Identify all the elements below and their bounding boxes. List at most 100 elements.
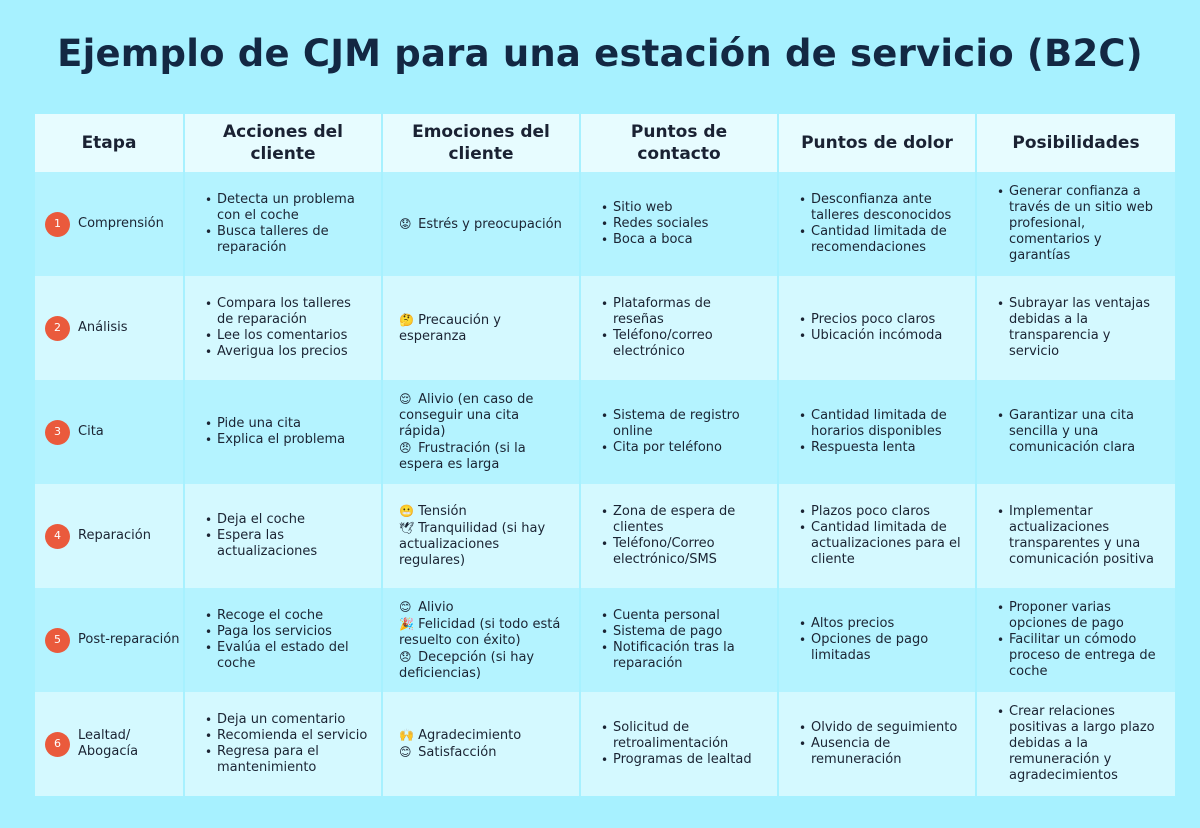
pains-list: Desconfianza ante talleres desconocidosC… [779, 192, 975, 256]
possibilities-cell: Generar confianza a través de un sitio w… [977, 172, 1175, 276]
emotion-emoji-icon: 😊 [399, 745, 412, 759]
emotions-cell: 🤔 Precaución y esperanza [383, 276, 579, 380]
emotion-emoji-icon: 😬 [399, 504, 414, 518]
stage-cell: 3 Cita [35, 380, 183, 484]
emotion-text: Estrés y preocupación [418, 216, 562, 232]
emotion-item: 🤔 Precaución y esperanza [399, 312, 569, 345]
touchpoints-list: Solicitud de retroalimentaciónProgramas … [581, 720, 777, 768]
emotion-item: 🙌 Agradecimiento [399, 727, 521, 744]
emotion-text: Agradecimiento [418, 728, 522, 743]
list-item: Averigua los precios [205, 344, 369, 360]
pains-list: Cantidad limitada de horarios disponible… [779, 408, 975, 456]
emotions-list: 😌 Alivio (en caso de conseguir una cita … [383, 391, 579, 473]
pains-list: Precios poco clarosUbicación incómoda [779, 312, 954, 344]
list-item: Cuenta personal [601, 608, 765, 624]
pains-cell: Olvido de seguimientoAusencia de remuner… [779, 692, 975, 796]
touchpoints-list: Cuenta personalSistema de pagoNotificaci… [581, 608, 777, 672]
list-item: Paga los servicios [205, 624, 369, 640]
emotion-emoji-icon: 😟 [399, 216, 412, 231]
emotions-cell: 😌 Alivio (en caso de conseguir una cita … [383, 380, 579, 484]
emotion-text: Frustración (si la espera es larga [399, 441, 526, 472]
stage-name: Cita [78, 424, 104, 439]
list-item: Recomienda el servicio [205, 728, 369, 744]
pains-cell: Plazos poco clarosCantidad limitada de a… [779, 484, 975, 588]
pains-cell: Cantidad limitada de horarios disponible… [779, 380, 975, 484]
list-item: Pide una cita [205, 416, 345, 432]
list-item: Plazos poco claros [799, 504, 963, 520]
list-item: Desconfianza ante talleres desconocidos [799, 192, 963, 224]
stage-number-badge: 4 [45, 523, 70, 549]
emotion-item: 😠 Frustración (si la espera es larga [399, 440, 569, 473]
list-item: Generar confianza a través de un sitio w… [997, 184, 1163, 264]
list-item: Facilitar un cómodo proceso de entrega d… [997, 632, 1163, 680]
list-item: Busca talleres de reparación [205, 224, 369, 256]
header-pains: Puntos de dolor [779, 114, 975, 172]
emotion-text: Tensión [418, 504, 467, 519]
emotion-emoji-icon: 🙌 [399, 728, 414, 742]
emotions-list: 😬 Tensión 🕊 Tranquilidad (si hay actualiz… [383, 503, 579, 569]
list-item: Zona de espera de clientes [601, 504, 765, 536]
stage-name: Comprensión [78, 216, 164, 231]
emotion-item: 😟 Estrés y preocupación [399, 216, 562, 233]
pains-list: Altos preciosOpciones de pago limitadas [779, 616, 975, 664]
actions-cell: Pide una citaExplica el problema [185, 380, 381, 484]
list-item: Sistema de pago [601, 624, 765, 640]
touchpoints-list: Sitio webRedes socialesBoca a boca [581, 200, 720, 248]
emotion-emoji-icon: 😌 [399, 392, 412, 406]
emotion-text: Tranquilidad (si hay actualizaciones reg… [399, 521, 546, 568]
list-item: Explica el problema [205, 432, 345, 448]
list-item: Respuesta lenta [799, 440, 963, 456]
emotion-item: 😞 Decepción (si hay deficiencias) [399, 649, 569, 682]
emotion-item: 😊 Satisfacción [399, 744, 521, 761]
actions-list: Recoge el cochePaga los serviciosEvalúa … [185, 608, 381, 672]
emotion-emoji-icon: 🤔 [399, 312, 414, 327]
list-item: Garantizar una cita sencilla y una comun… [997, 408, 1163, 456]
list-item: Opciones de pago limitadas [799, 632, 963, 664]
emotion-text: Precaución y esperanza [399, 312, 501, 344]
emotions-cell: 🙌 Agradecimiento 😊 Satisfacción [383, 692, 579, 796]
emotion-text: Alivio [418, 599, 454, 615]
emotions-cell: 😬 Tensión 🕊 Tranquilidad (si hay actualiz… [383, 484, 579, 588]
emotion-emoji-icon: 😞 [399, 649, 412, 664]
list-item: Regresa para el mantenimiento [205, 744, 369, 776]
touchpoints-cell: Sitio webRedes socialesBoca a boca [581, 172, 777, 276]
list-item: Cita por teléfono [601, 440, 765, 456]
cjm-table: Etapa Acciones del cliente Emociones del… [35, 114, 1175, 796]
list-item: Cantidad limitada de actualizaciones par… [799, 520, 963, 568]
list-item: Redes sociales [601, 216, 708, 232]
header-emotions: Emociones del cliente [383, 114, 579, 172]
list-item: Altos precios [799, 616, 963, 632]
actions-cell: Deja un comentarioRecomienda el servicio… [185, 692, 381, 796]
list-item: Programas de lealtad [601, 752, 765, 768]
stage-number-badge: 5 [45, 627, 70, 653]
stage-cell: 6 Lealtad/ Abogacía [35, 692, 183, 796]
pains-cell: Precios poco clarosUbicación incómoda [779, 276, 975, 380]
emotions-cell: 😊 Alivio 🎉 Felicidad (si todo está resuel… [383, 588, 579, 692]
actions-list: Detecta un problema con el cocheBusca ta… [185, 192, 381, 256]
stage-name: Reparación [78, 528, 151, 543]
list-item: Boca a boca [601, 232, 708, 248]
list-item: Sistema de registro online [601, 408, 765, 440]
list-item: Teléfono/Correo electrónico/SMS [601, 536, 765, 568]
header-actions: Acciones del cliente [185, 114, 381, 172]
list-item: Notificación tras la reparación [601, 640, 765, 672]
possibilities-cell: Implementar actualizaciones transparente… [977, 484, 1175, 588]
touchpoints-cell: Sistema de registro onlineCita por teléf… [581, 380, 777, 484]
list-item: Deja el coche [205, 512, 369, 528]
stage-number-badge: 6 [45, 731, 70, 757]
list-item: Sitio web [601, 200, 708, 216]
actions-cell: Recoge el cochePaga los serviciosEvalúa … [185, 588, 381, 692]
actions-cell: Compara los talleres de reparaciónLee lo… [185, 276, 381, 380]
list-item: Espera las actualizaciones [205, 528, 369, 560]
list-item: Compara los talleres de reparación [205, 296, 369, 328]
emotion-emoji-icon: 🎉 [399, 616, 414, 631]
list-item: Deja un comentario [205, 712, 369, 728]
emotions-list: 🤔 Precaución y esperanza [383, 312, 579, 345]
actions-cell: Deja el cocheEspera las actualizaciones [185, 484, 381, 588]
stage-name: Post-reparación [78, 632, 180, 647]
list-item: Olvido de seguimiento [799, 720, 963, 736]
emotion-item: 🕊 Tranquilidad (si hay actualizaciones r… [399, 520, 569, 569]
stage-cell: 4 Reparación [35, 484, 183, 588]
stage-name: Análisis [78, 320, 128, 335]
emotion-text: Alivio (en caso de conseguir una cita rá… [399, 392, 534, 439]
